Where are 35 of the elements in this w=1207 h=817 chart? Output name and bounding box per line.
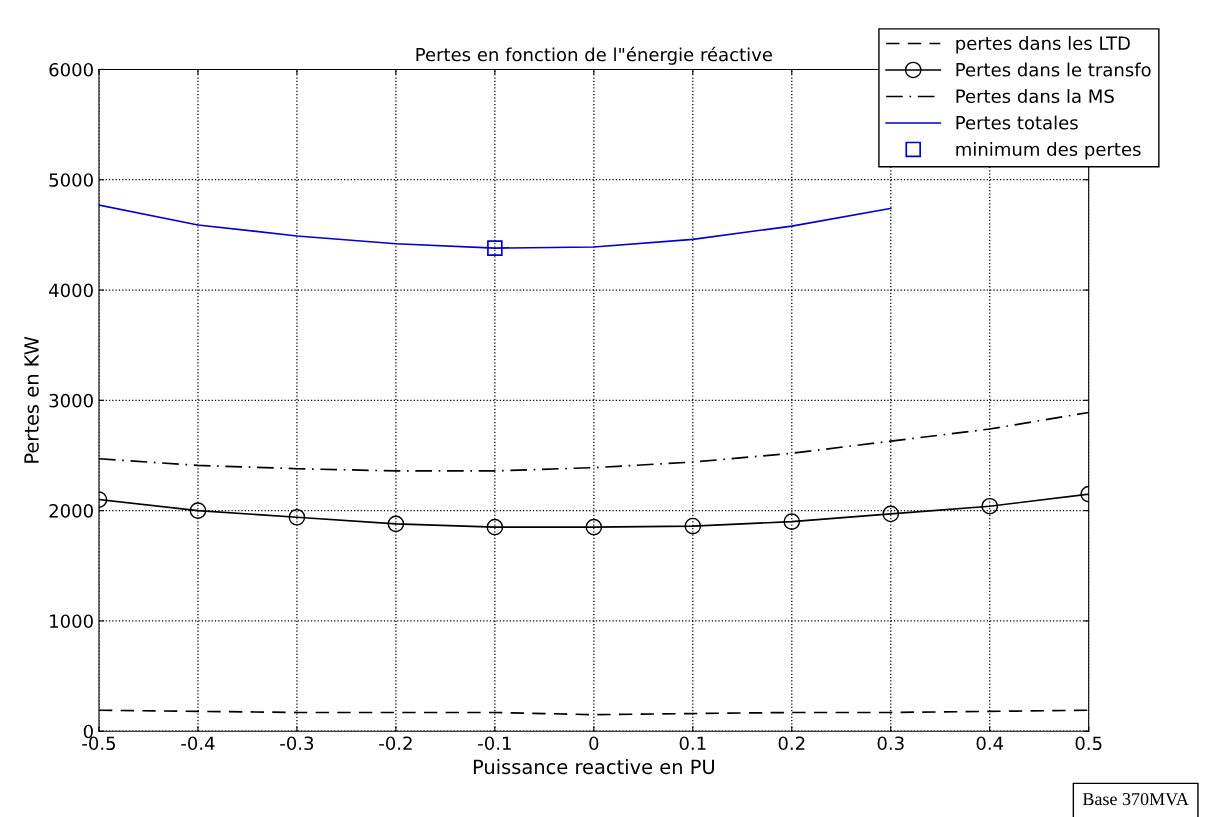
legend-label: Pertes dans la MS — [956, 89, 1114, 104]
point — [585, 518, 603, 536]
x-tick-label: -0.2 — [379, 736, 412, 751]
x-tick-label: 0.5 — [1075, 736, 1102, 751]
point — [486, 518, 504, 536]
legend-label: Pertes totales — [956, 115, 1078, 130]
x-tick-label: -0.3 — [280, 736, 314, 751]
x-tick-label: 0 — [589, 736, 599, 751]
text: Base 370MVA — [1082, 792, 1189, 806]
point — [981, 497, 999, 515]
y-tick-label: 2000 — [49, 504, 93, 518]
y-axis-title: Pertes en KW — [24, 336, 39, 463]
chart-title: Pertes en fonction de l"énergie réactive — [416, 46, 772, 65]
x-tick-label: -0.4 — [181, 736, 215, 751]
y-tick-label: 6000 — [49, 62, 93, 77]
point — [882, 505, 900, 523]
y-tick-label: 4000 — [49, 283, 93, 298]
x-tick-label: 0.4 — [976, 736, 1004, 751]
x-tick-label: -0.1 — [478, 736, 511, 751]
point — [684, 517, 702, 535]
y-tick-label: 1000 — [50, 614, 93, 629]
point — [487, 240, 503, 256]
y-tick-label: 3000 — [49, 393, 93, 408]
point — [387, 515, 405, 533]
legend-label: minimum des pertes — [956, 142, 1141, 160]
point — [288, 508, 306, 526]
x-tick-label: 0.1 — [679, 736, 706, 751]
x-axis-title: Puissance reactive en PU — [473, 759, 714, 775]
y-tick-label: 5000 — [49, 173, 93, 187]
legend-label: pertes dans les LTD — [956, 36, 1130, 54]
point — [783, 513, 801, 530]
x-tick-label: 0.2 — [778, 736, 805, 751]
x-tick-label: 0.3 — [877, 736, 904, 751]
point — [189, 502, 207, 519]
legend-label: Pertes dans le transfo — [956, 62, 1151, 77]
